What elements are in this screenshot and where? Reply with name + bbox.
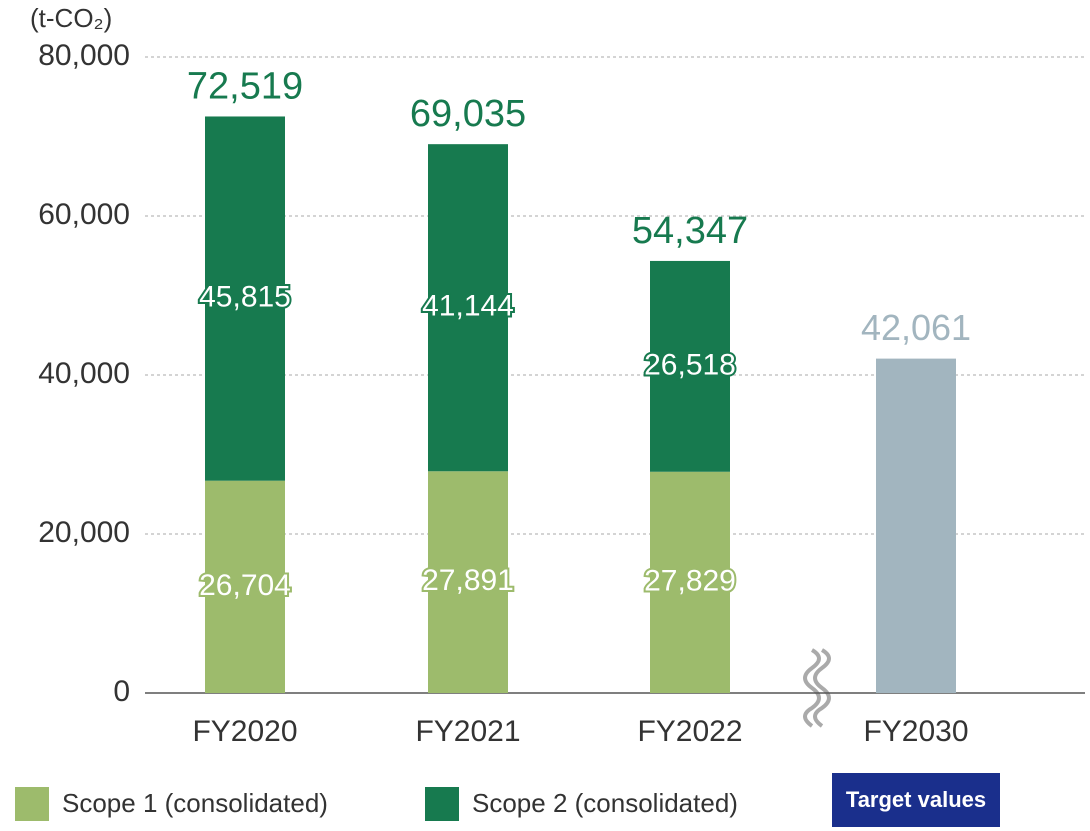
y-axis-unit: (t-CO₂) <box>30 3 112 33</box>
bar-segment <box>876 358 956 693</box>
legend-swatch <box>425 787 459 821</box>
bar-segment <box>650 260 730 472</box>
legend-swatch <box>15 787 49 821</box>
x-tick-label: FY2022 <box>637 715 742 748</box>
break-mark <box>803 648 821 728</box>
legend-label: Scope 1 (consolidated) <box>62 788 328 818</box>
y-tick-label: 60,000 <box>38 198 130 231</box>
value-label: 42,061 <box>861 307 971 348</box>
y-tick-label: 0 <box>113 675 130 708</box>
y-tick-label: 80,000 <box>38 39 130 72</box>
y-tick-label: 20,000 <box>38 516 130 549</box>
bar-segment <box>428 144 508 472</box>
x-tick-label: FY2020 <box>192 715 297 748</box>
bar-segment <box>205 116 285 481</box>
bar-segment <box>650 471 730 693</box>
legend-box <box>832 773 1000 827</box>
value-label: 27,891 <box>422 564 514 597</box>
value-label: 26,704 <box>199 569 291 602</box>
legend-label: Scope 2 (consolidated) <box>472 788 738 818</box>
total-label: 54,347 <box>632 210 748 252</box>
axis-break <box>803 648 831 728</box>
x-tick-label: FY2030 <box>863 715 968 748</box>
value-label: 26,518 <box>644 348 736 381</box>
legend-label: Target values <box>846 787 986 812</box>
y-tick-label: 40,000 <box>38 357 130 390</box>
total-label: 72,519 <box>187 66 303 108</box>
value-label: 27,829 <box>644 564 736 597</box>
total-label: 69,035 <box>410 93 526 135</box>
value-label: 45,815 <box>199 281 291 314</box>
break-mark <box>813 648 831 728</box>
bar-segment <box>428 471 508 693</box>
value-label: 41,144 <box>422 290 514 323</box>
x-tick-label: FY2021 <box>415 715 520 748</box>
bar-segment <box>205 480 285 693</box>
